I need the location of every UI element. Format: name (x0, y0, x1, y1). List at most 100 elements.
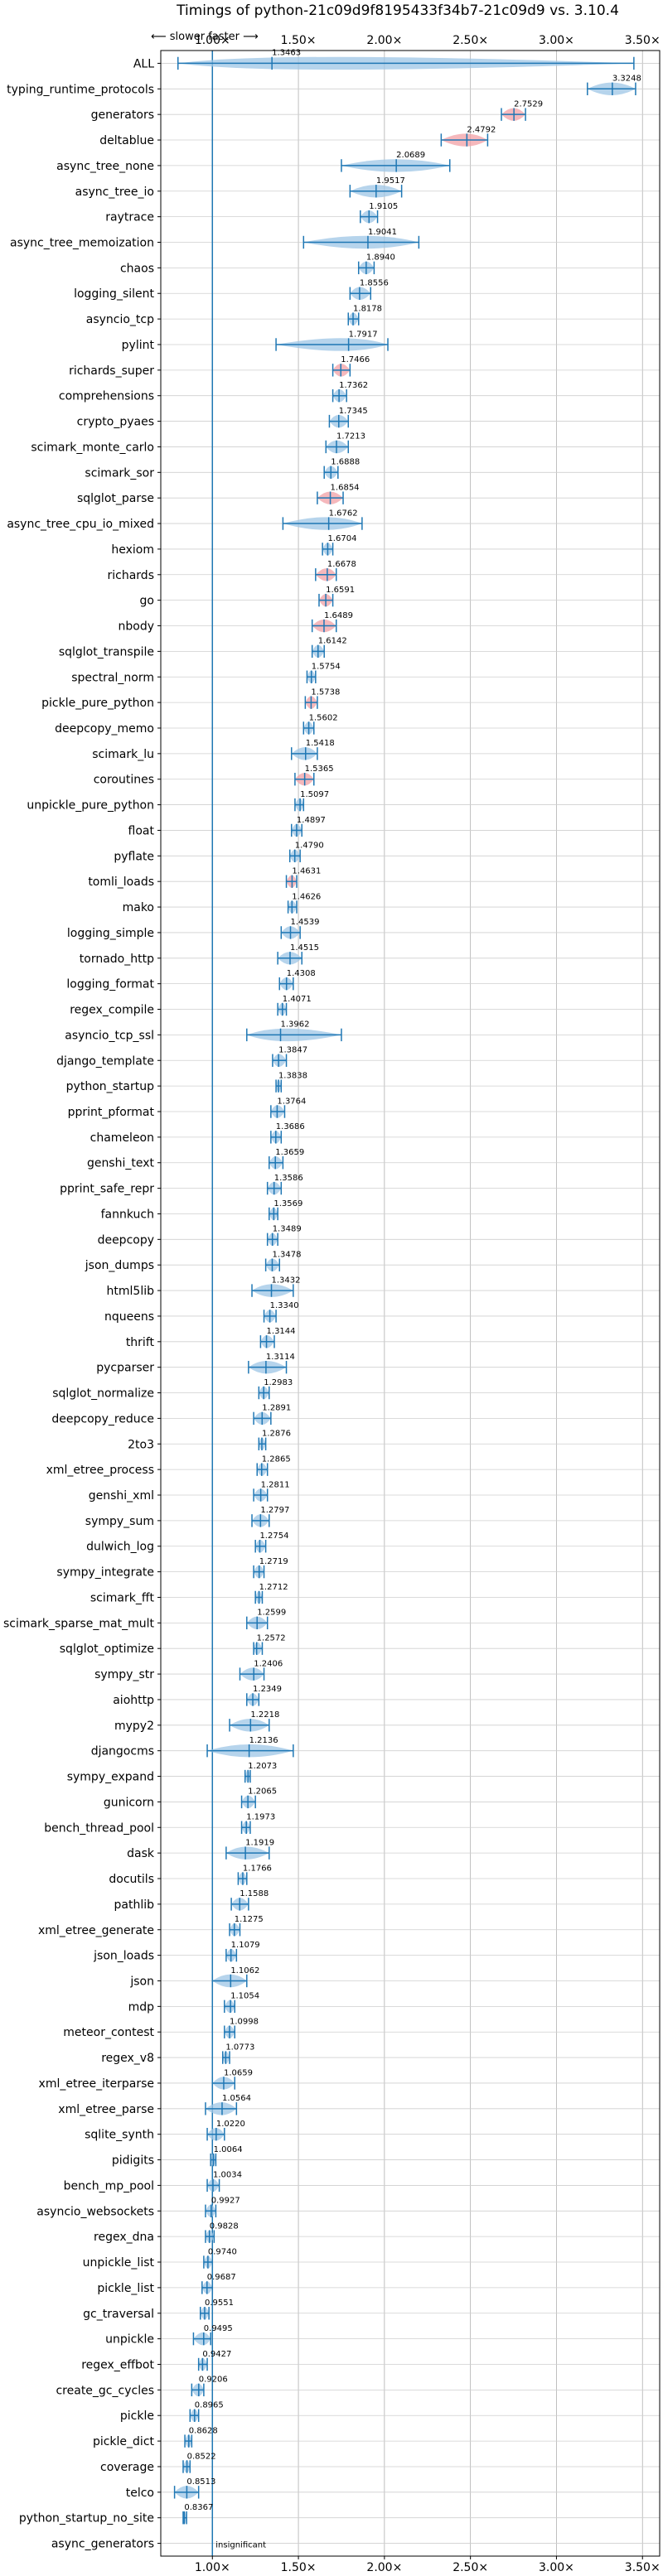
x-tick-label-bottom: 3.50× (625, 2561, 661, 2574)
x-tick-label-top: 2.50× (452, 34, 488, 47)
value-label: 1.7362 (339, 381, 368, 390)
category-label: pycparser (96, 1362, 154, 1375)
category-label: create_gc_cycles (56, 2384, 154, 2397)
value-label: 1.1973 (246, 1813, 275, 1822)
category-label: comprehensions (59, 390, 154, 403)
value-label: 0.9740 (208, 2247, 237, 2256)
grid-lines (161, 51, 660, 2556)
value-label: 1.6704 (327, 534, 356, 543)
value-label: 1.9517 (376, 176, 405, 186)
value-label: 1.1275 (235, 1915, 264, 1924)
x-axis-ticks: 1.00× 1.00× 1.50× 1.50× 2.00× 2.00× 2.50× 2.50×… (195, 34, 661, 2574)
category-label: chaos (120, 262, 154, 275)
value-label: 1.2218 (250, 1710, 279, 1720)
category-label: docutils (109, 1873, 154, 1886)
category-label: pyflate (114, 850, 154, 863)
value-label: 1.0220 (216, 2120, 245, 2129)
value-label: 1.1766 (243, 1864, 272, 1873)
category-label: pickle_list (97, 2282, 154, 2295)
value-label: 1.2865 (262, 1454, 291, 1464)
category-label: gunicorn (104, 1796, 154, 1809)
category-label: sympy_str (94, 1668, 154, 1681)
category-label: ALL (133, 57, 154, 70)
value-label: 1.8178 (353, 304, 382, 313)
category-label: async_tree_cpu_io_mixed (7, 518, 154, 531)
value-label: 1.3847 (278, 1046, 307, 1055)
category-label: chameleon (90, 1131, 154, 1145)
value-label: 1.4631 (292, 866, 321, 876)
value-label: 1.3962 (281, 1020, 310, 1030)
value-label: 1.4790 (295, 842, 324, 851)
category-label: unpickle_pure_python (27, 799, 154, 813)
value-label: 1.1588 (240, 1889, 269, 1898)
value-label: 1.2891 (262, 1404, 291, 1413)
category-label: sympy_sum (85, 1515, 154, 1528)
value-label: 1.6854 (331, 483, 360, 492)
category-label: tomli_loads (88, 876, 154, 889)
value-label: 1.6888 (331, 458, 360, 467)
category-label: scimark_lu (92, 748, 154, 761)
direction-label: ⟵ slower faster ⟶ (151, 31, 259, 43)
category-label: sqlglot_transpile (59, 645, 154, 658)
category-label: logging_format (66, 978, 154, 991)
value-label: 1.2719 (259, 1557, 288, 1566)
value-label: 1.3586 (274, 1174, 303, 1183)
category-label: thrift (126, 1336, 155, 1349)
value-label: 1.7345 (339, 407, 368, 416)
category-label: unpickle (105, 2333, 154, 2347)
value-label: 1.3114 (266, 1353, 295, 1362)
category-label: pickle_pure_python (41, 697, 154, 710)
category-label: fannkuch (101, 1208, 154, 1221)
value-label: 0.9206 (199, 2376, 228, 2385)
value-label: 1.5097 (300, 790, 329, 799)
category-label: async_tree_io (75, 186, 154, 199)
value-label: 0.9427 (202, 2350, 231, 2359)
category-label: mdp (128, 2000, 155, 2014)
category-label: richards (108, 569, 155, 582)
category-label: raytrace (105, 211, 154, 224)
value-label: 0.9927 (211, 2197, 240, 2206)
value-label: 1.3463 (272, 49, 301, 58)
value-label: 1.2599 (257, 1609, 286, 1618)
category-label: deepcopy_memo (55, 722, 154, 736)
category-label: scimark_sparse_mat_mult (3, 1617, 154, 1630)
category-label: django_template (56, 1054, 154, 1068)
value-label: 0.8367 (184, 2503, 213, 2512)
category-label: djangocms (91, 1745, 154, 1758)
category-label: json_dumps (85, 1259, 154, 1272)
category-label: pprint_safe_repr (60, 1183, 154, 1196)
category-label: xml_etree_process (46, 1464, 154, 1477)
chart-rows: ALL 1.3463 typing_runtime_protocols 3.3248 g… (3, 49, 641, 2551)
category-label: bench_mp_pool (64, 2179, 154, 2192)
value-label: 1.2712 (259, 1583, 288, 1592)
value-label: 2.7529 (514, 99, 543, 109)
value-label: 1.3686 (276, 1122, 305, 1131)
value-label: 1.0998 (230, 2018, 259, 2027)
x-tick-label-bottom: 1.50× (281, 2561, 317, 2574)
category-label: sqlglot_normalize (52, 1387, 154, 1401)
value-label: 1.9105 (369, 202, 398, 211)
value-label: 1.1054 (230, 1992, 259, 2001)
value-label: 1.0773 (225, 2043, 254, 2052)
category-label: python_startup_no_site (19, 2512, 154, 2525)
category-label: deepcopy_reduce (51, 1412, 154, 1425)
category-label: xml_etree_iterparse (39, 2077, 154, 2091)
category-label: asyncio_tcp (86, 313, 154, 326)
x-tick-label-top: 1.00× (195, 34, 230, 47)
value-label: 1.7213 (336, 432, 365, 441)
value-label: 1.5418 (306, 739, 335, 748)
value-label: 1.3432 (272, 1276, 301, 1285)
value-label: 1.4515 (290, 943, 319, 953)
category-label: logging_silent (74, 287, 154, 301)
value-label: 1.2136 (249, 1736, 278, 1745)
value-label: 0.8628 (189, 2426, 218, 2435)
value-label: 0.8513 (186, 2477, 215, 2487)
category-label: async_tree_none (56, 160, 154, 173)
value-label: 1.0064 (214, 2145, 243, 2154)
category-label: 2to3 (128, 1438, 154, 1451)
category-label: genshi_xml (89, 1489, 154, 1503)
category-label: pprint_pformat (68, 1106, 155, 1119)
x-tick-label-bottom: 3.00× (539, 2561, 574, 2574)
category-label: dask (127, 1847, 155, 1860)
category-label: coverage (100, 2461, 154, 2474)
